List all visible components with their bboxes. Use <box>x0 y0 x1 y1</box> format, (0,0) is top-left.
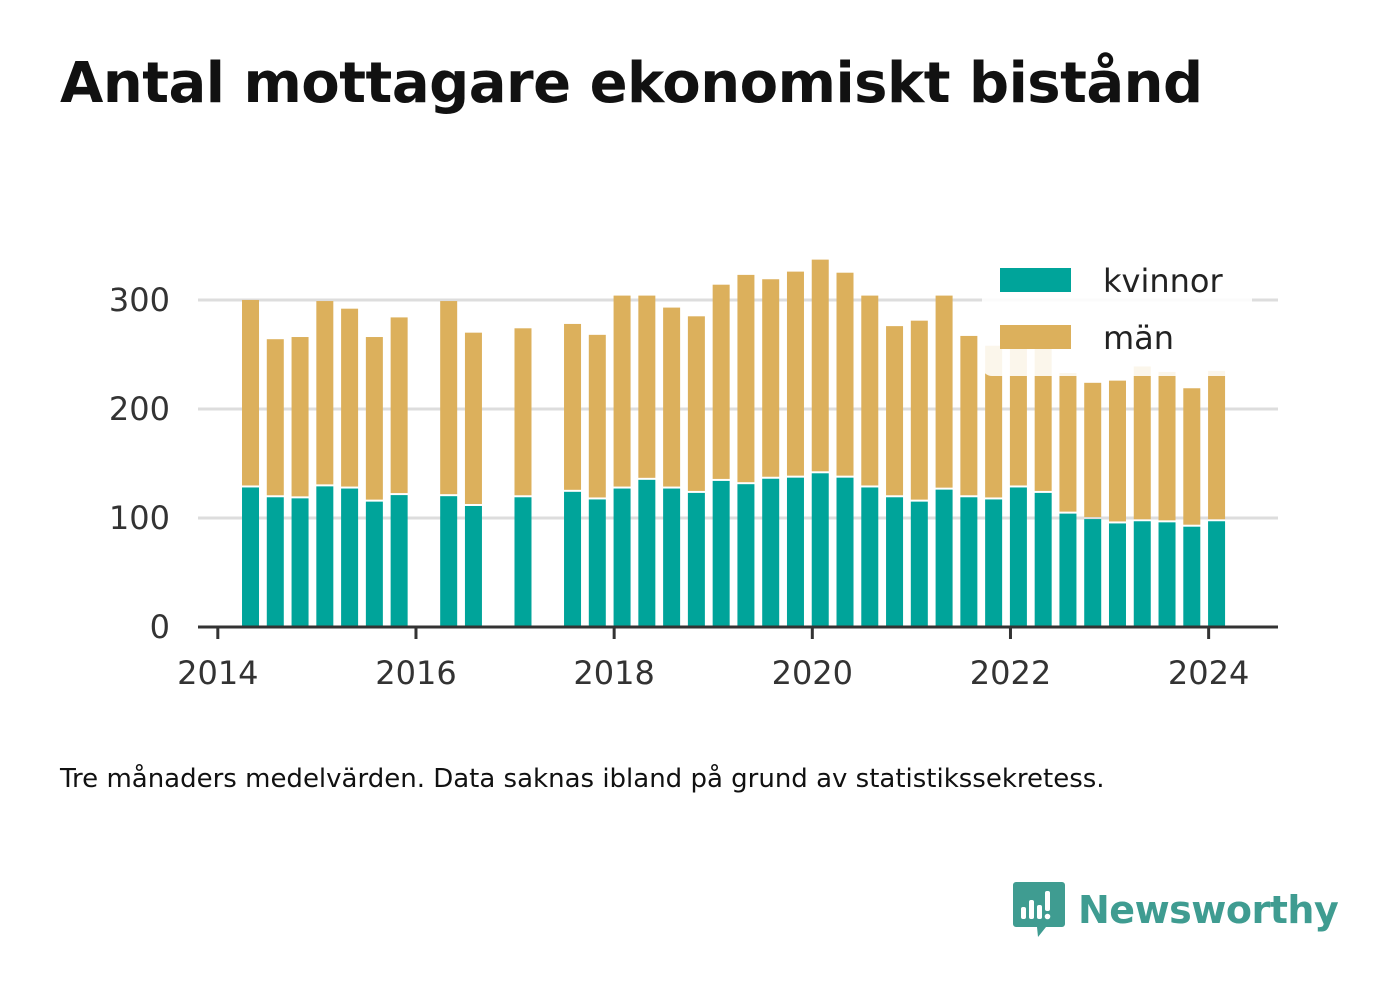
bar-kvinnor <box>1059 513 1077 627</box>
bar-man <box>687 316 705 491</box>
bar-man <box>613 295 631 487</box>
bar-man <box>960 335 978 496</box>
bar-kvinnor <box>291 498 309 627</box>
bar-kvinnor <box>663 488 681 627</box>
bar-man <box>440 301 458 495</box>
bar-kvinnor <box>440 496 458 627</box>
bar-kvinnor <box>861 487 879 627</box>
bar-man <box>762 279 780 477</box>
bar-kvinnor <box>242 487 260 627</box>
bar-kvinnor <box>712 480 730 627</box>
newsworthy-logo-icon <box>1013 882 1065 937</box>
bar-man <box>291 337 309 497</box>
chart-title: Antal mottagare ekonomiskt bistånd <box>60 51 1203 116</box>
bar-kvinnor <box>786 477 804 627</box>
legend-swatch <box>1000 268 1071 292</box>
brand-name: Newsworthy <box>1078 888 1339 932</box>
bar-kvinnor <box>266 497 284 627</box>
bar-kvinnor <box>935 489 953 627</box>
bar-kvinnor <box>737 484 755 627</box>
bar-kvinnor <box>588 499 606 627</box>
bar-man <box>886 326 904 496</box>
bar-man <box>1183 388 1201 525</box>
x-tick-label: 2020 <box>772 654 853 692</box>
bar-kvinnor <box>564 491 582 627</box>
bar-kvinnor <box>514 497 532 627</box>
legend-swatch <box>1000 325 1071 349</box>
bar-man <box>1158 371 1176 521</box>
x-tick-label: 2024 <box>1168 654 1249 692</box>
bar-man <box>341 308 359 487</box>
bar-man <box>1084 382 1102 518</box>
bar-kvinnor <box>365 501 383 627</box>
bar-man <box>464 332 482 504</box>
bar-kvinnor <box>1034 492 1052 627</box>
bar-man <box>242 299 260 486</box>
bar-man <box>836 272 854 476</box>
bar-man <box>910 320 928 500</box>
bar-kvinnor <box>886 497 904 627</box>
bar-man <box>935 295 953 488</box>
bar-man <box>786 271 804 476</box>
x-tick-label: 2022 <box>970 654 1051 692</box>
bar-kvinnor <box>613 488 631 627</box>
legend-label: män <box>1103 319 1174 357</box>
bar-man <box>564 323 582 490</box>
bar-man <box>1059 372 1077 512</box>
bar-man <box>588 334 606 498</box>
bar-man <box>1133 366 1151 520</box>
bar-kvinnor <box>910 501 928 627</box>
bar-kvinnor <box>464 505 482 627</box>
bar-man <box>1108 380 1126 522</box>
bar-man <box>1208 370 1226 520</box>
bar-kvinnor <box>1009 487 1027 627</box>
bar-man <box>266 339 284 496</box>
bar-kvinnor <box>638 479 656 627</box>
y-tick-label: 300 <box>109 281 170 319</box>
bar-man <box>390 317 408 494</box>
bar-kvinnor <box>1183 526 1201 627</box>
x-tick-label: 2014 <box>177 654 258 692</box>
bar-kvinnor <box>1158 522 1176 627</box>
bar-kvinnor <box>1208 521 1226 627</box>
bars <box>242 259 1226 627</box>
bar-kvinnor <box>836 477 854 627</box>
bar-man <box>1034 339 1052 491</box>
legend-label: kvinnor <box>1103 262 1224 300</box>
bar-man <box>365 337 383 500</box>
brand: Newsworthy <box>1012 880 1339 940</box>
bar-man <box>985 345 1003 498</box>
bar-man <box>514 328 532 496</box>
y-tick-label: 0 <box>150 608 170 646</box>
y-tick-label: 200 <box>109 390 170 428</box>
axes: 0 100 200 300 2014 2016 2018 2020 2022 2024 <box>109 281 1278 692</box>
bar-kvinnor <box>985 499 1003 627</box>
legend: kvinnor män <box>982 258 1252 376</box>
bar-kvinnor <box>341 488 359 627</box>
x-tick-label: 2016 <box>375 654 456 692</box>
bar-kvinnor <box>316 486 334 627</box>
bar-kvinnor <box>1108 523 1126 627</box>
bar-man <box>861 295 879 486</box>
bar-kvinnor <box>811 473 829 627</box>
bar-man <box>638 295 656 478</box>
y-tick-label: 100 <box>109 499 170 537</box>
bar-kvinnor <box>762 478 780 627</box>
chart-note: Tre månaders medelvärden. Data saknas ib… <box>60 764 1105 794</box>
bar-kvinnor <box>960 497 978 627</box>
bar-kvinnor <box>687 492 705 627</box>
bar-kvinnor <box>390 495 408 627</box>
bar-man <box>712 284 730 479</box>
bar-man <box>316 301 334 485</box>
x-tick-label: 2018 <box>573 654 654 692</box>
bar-man <box>811 259 829 472</box>
bar-man <box>737 274 755 483</box>
bar-kvinnor <box>1133 521 1151 627</box>
bar-man <box>663 307 681 487</box>
bar-kvinnor <box>1084 519 1102 627</box>
